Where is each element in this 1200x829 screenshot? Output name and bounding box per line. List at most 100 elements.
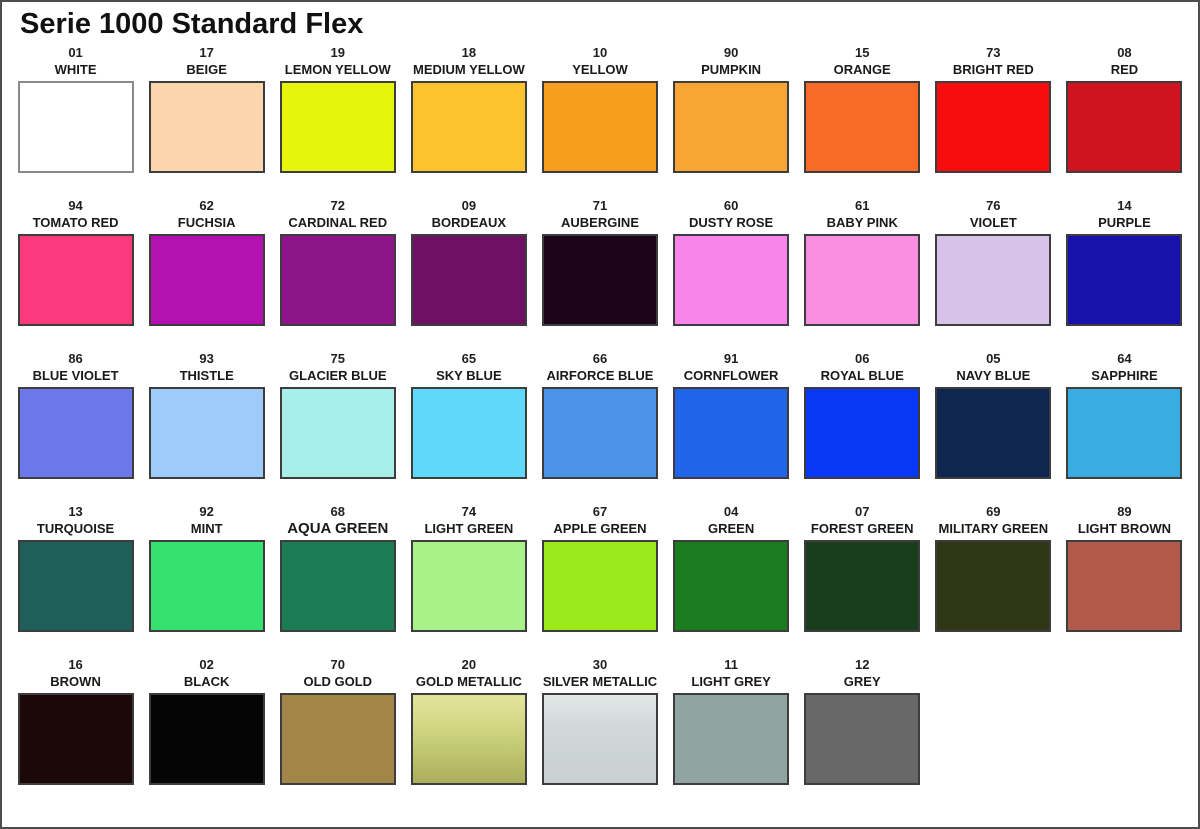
color-swatch [541, 387, 658, 479]
color-name: BLUE VIOLET [32, 368, 119, 383]
color-name: OLD GOLD [303, 674, 373, 689]
color-name: BLACK [183, 674, 230, 689]
color-swatch [410, 234, 527, 326]
color-name: YELLOW [572, 62, 628, 77]
color-code: 18 [461, 45, 477, 60]
color-swatch-cell: 66 AIRFORCE BLUE [534, 348, 665, 479]
color-name: GREEN [707, 521, 755, 536]
color-swatch-cell: 12 GREY [797, 654, 928, 785]
color-code: 67 [592, 504, 608, 519]
color-name: LIGHT GREEN [424, 521, 514, 536]
color-name: PURPLE [1098, 215, 1151, 230]
color-code: 08 [1117, 45, 1132, 60]
color-swatch-cell: 17 BEIGE [141, 42, 272, 173]
color-swatch [1066, 540, 1183, 632]
color-swatch-cell: 72 CARDINAL RED [272, 195, 403, 326]
color-code: 91 [723, 351, 739, 366]
color-name: SKY BLUE [436, 368, 502, 383]
color-name: MILITARY GREEN [938, 521, 1049, 536]
color-code: 30 [592, 657, 608, 672]
color-swatch [804, 387, 921, 479]
color-swatch [410, 81, 527, 173]
color-swatch [410, 540, 527, 632]
color-swatch-cell: 08 RED [1059, 42, 1190, 173]
color-name: CARDINAL RED [288, 215, 388, 230]
color-code: 66 [592, 351, 608, 366]
color-swatch-cell: 05 NAVY BLUE [928, 348, 1059, 479]
color-swatch [673, 387, 790, 479]
color-swatch-cell: 01 WHITE [10, 42, 141, 173]
swatch-grid: 01 WHITE 17 BEIGE 19 LEMON YELLOW 18 MED… [2, 40, 1198, 785]
color-swatch-cell: 07 FOREST GREEN [797, 501, 928, 632]
color-code: 86 [68, 351, 83, 366]
color-swatch-cell: 14 PURPLE [1059, 195, 1190, 326]
color-code: 20 [461, 657, 477, 672]
color-name: AIRFORCE BLUE [546, 368, 654, 383]
color-code: 90 [723, 45, 739, 60]
color-code: 16 [68, 657, 83, 672]
color-swatch [148, 693, 265, 785]
color-code: 70 [330, 657, 345, 672]
color-swatch [804, 540, 921, 632]
color-code: 17 [199, 45, 214, 60]
color-swatch-cell: 68 AQUA GREEN [272, 501, 403, 632]
color-code: 14 [1117, 198, 1132, 213]
color-code: 65 [461, 351, 477, 366]
color-swatch [541, 81, 658, 173]
color-name: RED [1110, 62, 1139, 77]
color-swatch-cell: 16 BROWN [10, 654, 141, 785]
color-swatch-cell: 69 MILITARY GREEN [928, 501, 1059, 632]
color-swatch [410, 387, 527, 479]
color-swatch [279, 81, 396, 173]
color-swatch-cell: 10 YELLOW [534, 42, 665, 173]
color-swatch-cell: 74 LIGHT GREEN [403, 501, 534, 632]
color-swatch-cell: 19 LEMON YELLOW [272, 42, 403, 173]
color-swatch [804, 693, 921, 785]
color-code: 72 [330, 198, 345, 213]
color-swatch-cell: 75 GLACIER BLUE [272, 348, 403, 479]
color-swatch-cell: 89 LIGHT BROWN [1059, 501, 1190, 632]
color-swatch [935, 234, 1052, 326]
color-code: 19 [330, 45, 345, 60]
color-code: 71 [592, 198, 608, 213]
color-code: 61 [854, 198, 870, 213]
color-name: TOMATO RED [32, 215, 119, 230]
color-code: 74 [461, 504, 477, 519]
color-swatch [279, 234, 396, 326]
color-swatch [17, 540, 134, 632]
color-swatch-cell: 60 DUSTY ROSE [666, 195, 797, 326]
color-name: GLACIER BLUE [289, 368, 387, 383]
color-name: LIGHT BROWN [1077, 521, 1172, 536]
color-code: 09 [461, 198, 477, 213]
color-swatch [541, 693, 658, 785]
color-code: 68 [330, 504, 345, 519]
color-name: SAPPHIRE [1091, 368, 1158, 383]
color-name: GOLD METALLIC [415, 674, 522, 689]
color-swatch [541, 234, 658, 326]
color-name: ORANGE [833, 62, 891, 77]
color-name: FOREST GREEN [810, 521, 914, 536]
color-code: 73 [986, 45, 1001, 60]
color-name: BROWN [50, 674, 101, 689]
color-swatch [17, 234, 134, 326]
color-swatch [541, 540, 658, 632]
color-swatch-cell: 15 ORANGE [797, 42, 928, 173]
color-swatch [17, 81, 134, 173]
color-code: 10 [592, 45, 608, 60]
color-code: 06 [854, 351, 870, 366]
color-code: 93 [199, 351, 214, 366]
color-code: 11 [724, 657, 738, 672]
color-swatch [1066, 387, 1183, 479]
color-swatch [1066, 234, 1183, 326]
color-code: 76 [986, 198, 1001, 213]
color-swatch [673, 81, 790, 173]
color-code: 12 [854, 657, 870, 672]
color-swatch-cell: 93 THISTLE [141, 348, 272, 479]
color-code: 04 [723, 504, 739, 519]
color-code: 64 [1117, 351, 1132, 366]
color-swatch-cell: 90 PUMPKIN [666, 42, 797, 173]
color-code: 60 [723, 198, 739, 213]
color-code: 02 [199, 657, 214, 672]
color-name: BORDEAUX [431, 215, 507, 230]
